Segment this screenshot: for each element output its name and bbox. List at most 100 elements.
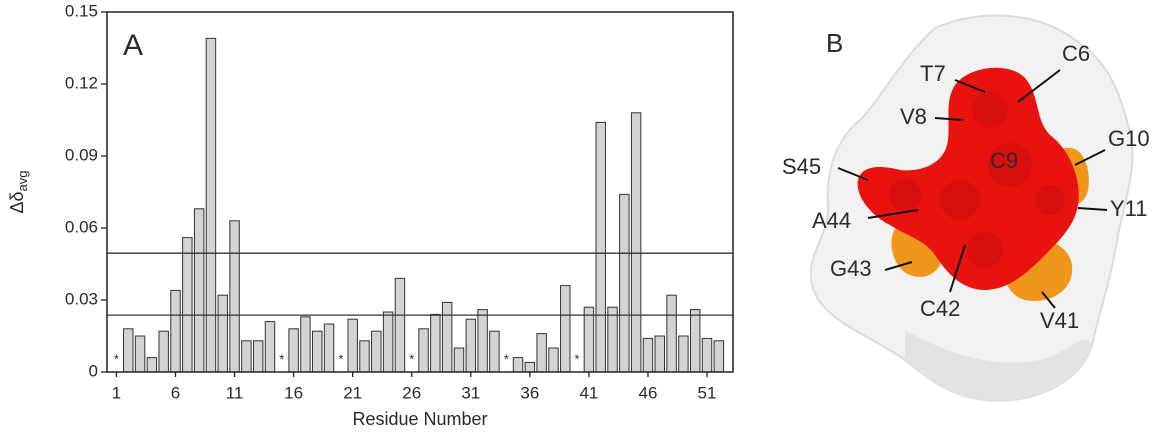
leader-line xyxy=(1041,291,1056,309)
leader-line xyxy=(1077,207,1108,211)
bar xyxy=(524,361,536,373)
missing-marker: * xyxy=(338,351,343,366)
bar xyxy=(536,333,547,373)
bar xyxy=(134,335,146,373)
bar xyxy=(170,289,181,373)
bar xyxy=(300,316,311,373)
x-tick-label: 1 xyxy=(112,383,121,402)
bar xyxy=(689,309,701,373)
bar xyxy=(193,208,205,373)
bar xyxy=(465,318,477,373)
bar xyxy=(583,306,595,373)
x-tick-label: 51 xyxy=(698,383,717,402)
bar xyxy=(241,340,252,373)
surface-red xyxy=(857,67,1079,290)
y-tick-label: 0.06 xyxy=(65,217,98,236)
missing-marker: * xyxy=(279,351,284,366)
bar xyxy=(312,330,323,373)
residue-label: V8 xyxy=(900,104,927,129)
bar xyxy=(158,330,169,373)
y-axis-title: Δδavg xyxy=(7,170,31,213)
bar xyxy=(371,330,382,373)
leader-line xyxy=(934,117,964,121)
bar xyxy=(205,37,217,373)
bar xyxy=(607,306,618,373)
bar xyxy=(146,357,158,373)
bar xyxy=(418,328,429,373)
missing-marker: * xyxy=(409,351,414,366)
y-axis-title-main: Δδ xyxy=(7,191,27,213)
bar xyxy=(512,357,524,373)
bar xyxy=(713,340,725,373)
bar xyxy=(264,321,276,373)
y-tick-label: 0.03 xyxy=(65,289,98,308)
missing-marker: * xyxy=(575,351,580,366)
bar xyxy=(595,121,606,373)
bar xyxy=(382,311,394,373)
x-tick-label: 31 xyxy=(461,383,480,402)
bar xyxy=(252,340,264,373)
bar xyxy=(666,294,677,373)
bar xyxy=(560,285,571,373)
residue-label: Y11 xyxy=(1110,196,1148,221)
surface-shade xyxy=(905,330,1092,401)
x-tick-label: 41 xyxy=(579,383,598,402)
x-tick-label: 16 xyxy=(284,383,303,402)
panel-label: B xyxy=(826,28,843,58)
bar xyxy=(394,277,406,373)
x-tick-label: 26 xyxy=(402,383,421,402)
bar xyxy=(123,328,134,373)
bar xyxy=(654,335,665,373)
leader-line xyxy=(884,261,913,271)
bar xyxy=(217,294,228,373)
y-tick-label: 0 xyxy=(89,361,98,380)
residue-label: A44 xyxy=(812,208,851,233)
leader-line xyxy=(949,244,966,293)
x-tick-label: 46 xyxy=(638,383,657,402)
protein-surface xyxy=(809,14,1134,402)
residue-label: C9 xyxy=(990,148,1018,173)
x-tick-label: 6 xyxy=(171,383,180,402)
bar xyxy=(359,340,370,373)
leader-line xyxy=(1074,149,1106,166)
leader-line xyxy=(1017,69,1061,103)
y-tick-label: 0.12 xyxy=(65,73,98,92)
x-axis-title: Residue Number xyxy=(352,409,487,429)
residue-label: G43 xyxy=(830,256,872,281)
bar xyxy=(453,347,465,373)
residue-label: C6 xyxy=(1062,41,1090,66)
bar xyxy=(477,309,488,373)
residue-label: C42 xyxy=(920,296,960,321)
missing-marker: * xyxy=(504,351,509,366)
bar xyxy=(288,328,299,373)
missing-marker: * xyxy=(114,351,119,366)
bar xyxy=(678,335,689,373)
bar xyxy=(701,337,713,373)
residue-label: T7 xyxy=(920,61,946,86)
panel-label: A xyxy=(123,29,143,62)
bar xyxy=(347,318,358,373)
bar xyxy=(229,220,240,373)
surface-texture xyxy=(889,92,1065,268)
bar xyxy=(630,112,642,373)
residue-label: S45 xyxy=(782,154,821,179)
bar xyxy=(182,237,193,373)
bar xyxy=(619,193,630,373)
bar xyxy=(441,301,453,373)
plot-frame xyxy=(106,11,734,373)
leader-line xyxy=(954,79,986,93)
residue-label: V41 xyxy=(1040,308,1079,333)
y-tick-label: 0.15 xyxy=(65,1,98,20)
leader-line xyxy=(837,167,869,181)
x-tick-label: 21 xyxy=(343,383,362,402)
y-tick-label: 0.09 xyxy=(65,145,98,164)
bar xyxy=(430,313,441,373)
x-tick-label: 11 xyxy=(226,383,244,402)
bar xyxy=(323,323,335,373)
bar xyxy=(548,347,559,373)
x-tick-label: 36 xyxy=(520,383,539,402)
residue-label: G10 xyxy=(1108,126,1150,151)
leader-line xyxy=(867,209,919,219)
bar xyxy=(489,330,500,373)
